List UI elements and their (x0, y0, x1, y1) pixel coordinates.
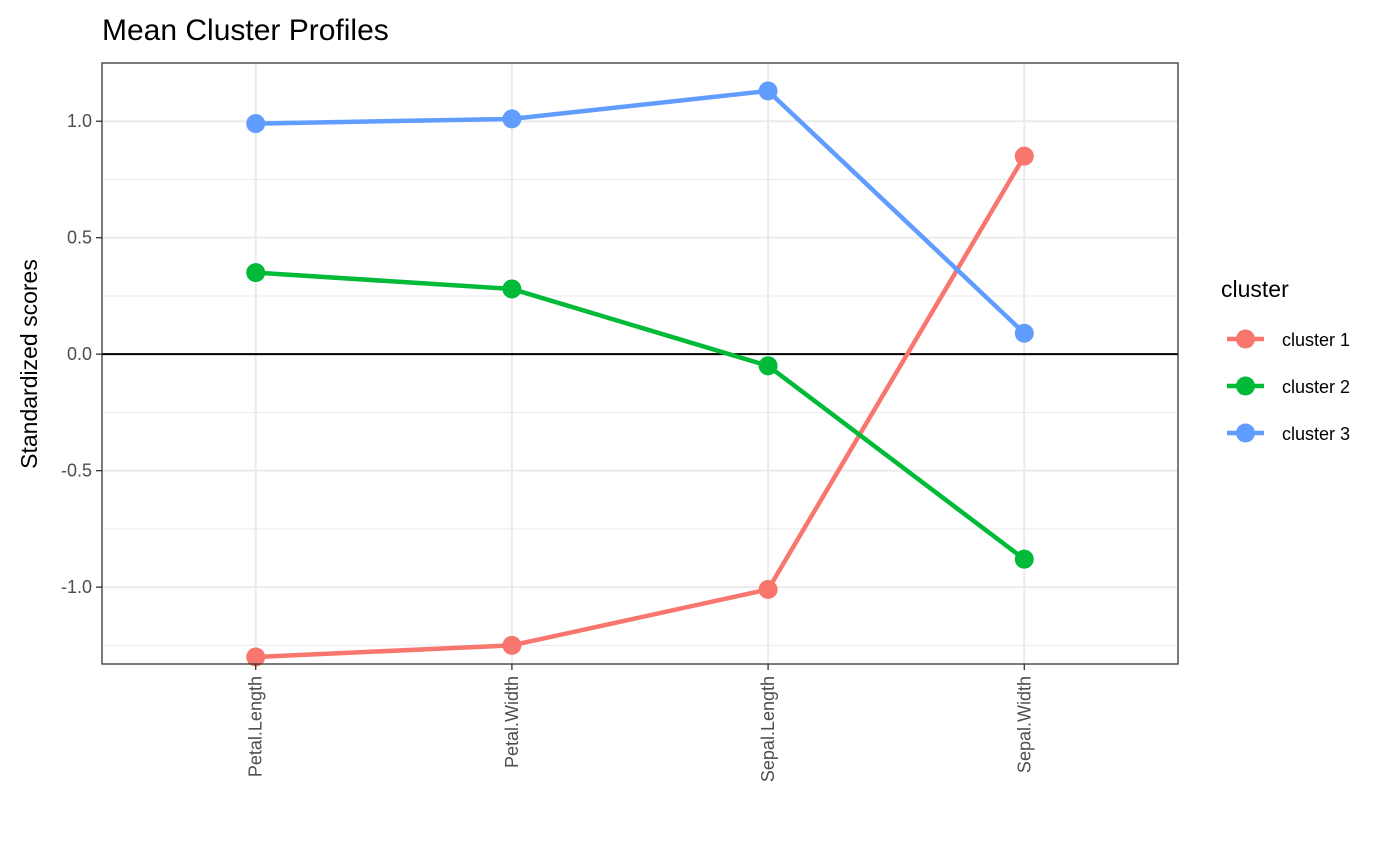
data-point (758, 579, 778, 599)
legend-key-point (1236, 376, 1255, 396)
legend-key-point (1236, 423, 1255, 443)
y-tick-label: 1.0 (67, 111, 92, 131)
y-tick-label: -0.5 (61, 461, 92, 481)
data-point (758, 81, 778, 101)
y-axis: -1.0 -0.5 0.0 0.5 1.0 (61, 111, 102, 597)
plot-background (102, 63, 1178, 664)
legend-label: cluster 1 (1282, 330, 1350, 350)
y-tick-label: -1.0 (61, 577, 92, 597)
data-point (502, 279, 522, 299)
plot-panel (101, 62, 1179, 667)
data-point (1014, 323, 1034, 343)
legend-title: cluster (1221, 276, 1289, 302)
y-axis-title: Standardized scores (16, 259, 42, 469)
data-point (1014, 146, 1034, 166)
data-point (502, 635, 522, 655)
x-tick-label: Sepal.Width (1014, 676, 1034, 773)
chart-title: Mean Cluster Profiles (102, 14, 389, 47)
data-point (246, 647, 266, 667)
data-point (246, 263, 266, 283)
x-tick-label: Sepal.Length (758, 676, 778, 782)
legend-label: cluster 2 (1282, 377, 1350, 397)
legend-items: cluster 1 cluster 2 cluster 3 (1227, 329, 1350, 444)
y-tick-label: 0.0 (67, 344, 92, 364)
x-tick-label: Petal.Length (246, 676, 266, 777)
data-point (246, 114, 266, 134)
series-layer (246, 81, 1034, 667)
plot-border (101, 62, 1179, 665)
y-tick-label: 0.5 (67, 228, 92, 248)
data-point (758, 356, 778, 376)
data-point (1014, 549, 1034, 569)
series-line (255, 155, 1027, 660)
data-point (502, 109, 522, 129)
legend-key-point (1236, 329, 1255, 349)
x-tick-label: Petal.Width (502, 676, 522, 768)
legend: cluster cluster 1 cluster 2 cluster 3 (1221, 276, 1350, 444)
series-line (255, 88, 1026, 335)
legend-label: cluster 3 (1282, 424, 1350, 444)
x-axis: Petal.Length Petal.Width Sepal.Length Sepal… (246, 664, 1034, 782)
series-line (255, 270, 1026, 561)
